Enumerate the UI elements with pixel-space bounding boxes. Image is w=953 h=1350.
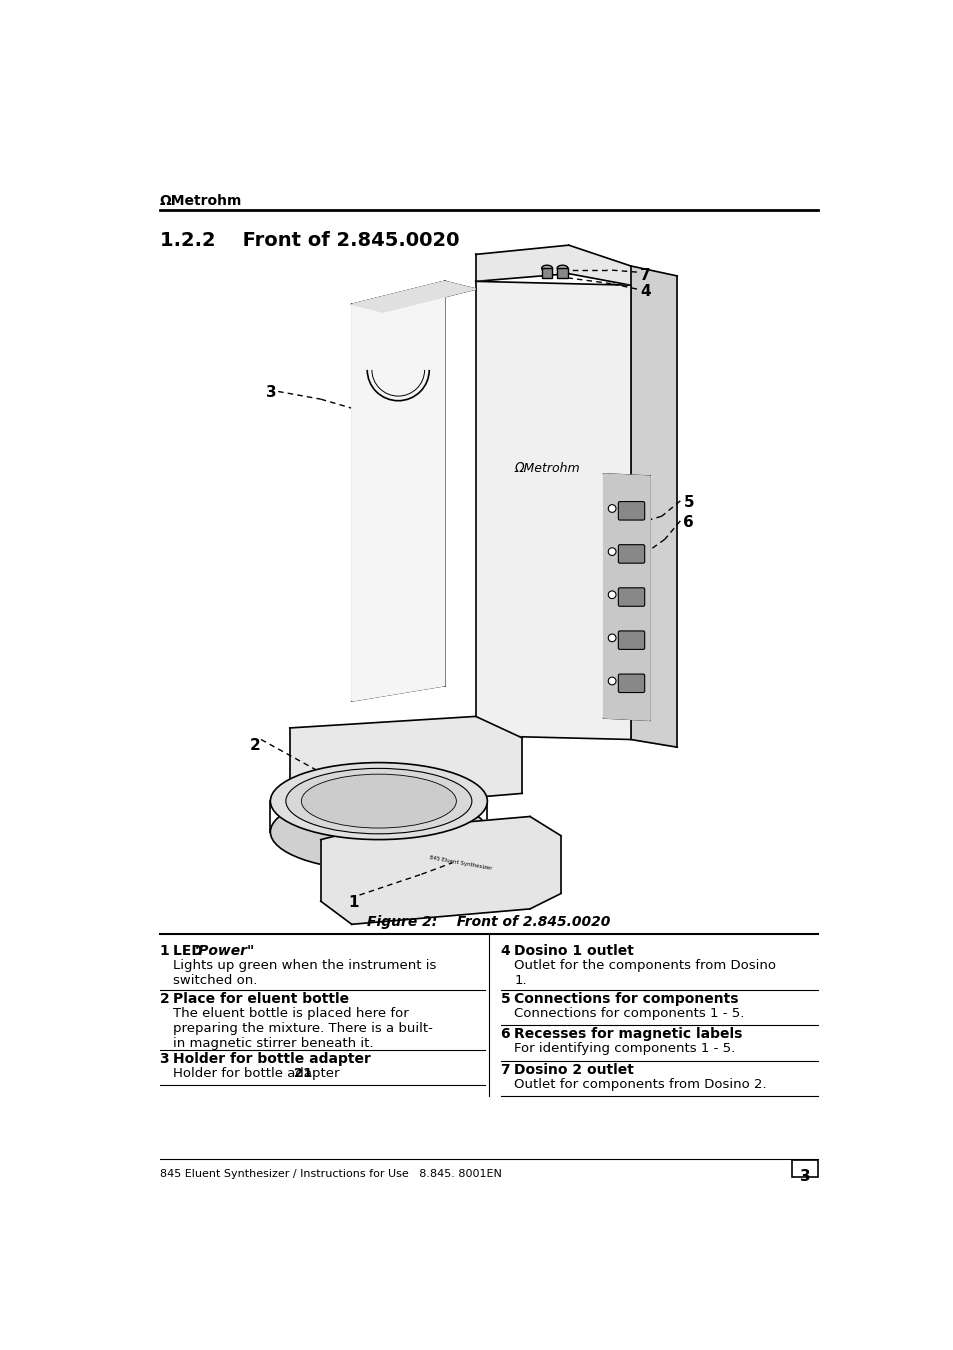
Text: "Power": "Power" bbox=[192, 944, 255, 958]
Text: 4: 4 bbox=[639, 284, 650, 298]
Text: The eluent bottle is placed here for
preparing the mixture. There is a built-
in: The eluent bottle is placed here for pre… bbox=[173, 1007, 433, 1050]
FancyBboxPatch shape bbox=[618, 587, 644, 606]
Ellipse shape bbox=[557, 265, 567, 271]
Text: 7: 7 bbox=[500, 1062, 510, 1077]
Polygon shape bbox=[476, 281, 630, 740]
Text: ΩMetrohm: ΩMetrohm bbox=[514, 462, 579, 475]
Text: LED: LED bbox=[173, 944, 208, 958]
FancyBboxPatch shape bbox=[541, 269, 552, 278]
Ellipse shape bbox=[270, 794, 487, 871]
Ellipse shape bbox=[301, 774, 456, 828]
Text: 1.2.2    Front of 2.845.0020: 1.2.2 Front of 2.845.0020 bbox=[159, 231, 458, 250]
Text: 1: 1 bbox=[159, 944, 169, 958]
Text: Lights up green when the instrument is
switched on.: Lights up green when the instrument is s… bbox=[173, 958, 436, 987]
Text: 2: 2 bbox=[159, 992, 169, 1006]
Polygon shape bbox=[630, 266, 677, 747]
Polygon shape bbox=[290, 717, 521, 809]
FancyBboxPatch shape bbox=[791, 1160, 818, 1177]
Text: 3: 3 bbox=[159, 1052, 169, 1066]
Ellipse shape bbox=[541, 265, 552, 271]
Text: 845 Eluent Synthesizer: 845 Eluent Synthesizer bbox=[429, 855, 492, 871]
Text: Holder for bottle adapter: Holder for bottle adapter bbox=[173, 1066, 344, 1080]
Text: 3: 3 bbox=[799, 1169, 810, 1184]
Polygon shape bbox=[352, 281, 476, 312]
Text: Place for eluent bottle: Place for eluent bottle bbox=[173, 992, 349, 1006]
Ellipse shape bbox=[270, 763, 487, 840]
Text: 845 Eluent Synthesizer / Instructions for Use   8.845. 8001EN: 845 Eluent Synthesizer / Instructions fo… bbox=[159, 1169, 501, 1179]
Text: ΩMetrohm: ΩMetrohm bbox=[159, 194, 242, 208]
Polygon shape bbox=[476, 246, 630, 285]
Text: Dosino 1 outlet: Dosino 1 outlet bbox=[514, 944, 634, 958]
Text: 1: 1 bbox=[348, 895, 358, 910]
Text: Dosino 2 outlet: Dosino 2 outlet bbox=[514, 1062, 634, 1077]
Text: 4: 4 bbox=[500, 944, 510, 958]
Text: 6: 6 bbox=[682, 514, 694, 529]
Text: 2: 2 bbox=[249, 738, 260, 753]
Polygon shape bbox=[603, 474, 649, 721]
Text: 7: 7 bbox=[639, 269, 650, 284]
Polygon shape bbox=[352, 281, 444, 701]
Circle shape bbox=[608, 548, 616, 555]
FancyBboxPatch shape bbox=[618, 544, 644, 563]
Circle shape bbox=[608, 505, 616, 513]
FancyBboxPatch shape bbox=[618, 674, 644, 693]
Text: Outlet for components from Dosino 2.: Outlet for components from Dosino 2. bbox=[514, 1077, 766, 1091]
Text: Outlet for the components from Dosino
1.: Outlet for the components from Dosino 1. bbox=[514, 958, 776, 987]
Ellipse shape bbox=[286, 768, 472, 834]
Circle shape bbox=[608, 591, 616, 598]
FancyBboxPatch shape bbox=[618, 630, 644, 649]
Text: For identifying components 1 - 5.: For identifying components 1 - 5. bbox=[514, 1042, 735, 1056]
FancyBboxPatch shape bbox=[618, 502, 644, 520]
Text: 3: 3 bbox=[266, 385, 276, 401]
Text: Holder for bottle adapter: Holder for bottle adapter bbox=[173, 1052, 371, 1066]
Text: 21: 21 bbox=[294, 1066, 312, 1080]
Text: Figure 2:    Front of 2.845.0020: Figure 2: Front of 2.845.0020 bbox=[367, 915, 610, 929]
Circle shape bbox=[608, 678, 616, 684]
Text: 6: 6 bbox=[500, 1027, 510, 1041]
Text: .: . bbox=[307, 1066, 312, 1080]
Text: 5: 5 bbox=[682, 494, 694, 510]
Circle shape bbox=[608, 634, 616, 641]
Polygon shape bbox=[320, 817, 560, 925]
FancyBboxPatch shape bbox=[557, 269, 567, 278]
Text: Connections for components 1 - 5.: Connections for components 1 - 5. bbox=[514, 1007, 744, 1019]
Text: Connections for components: Connections for components bbox=[514, 992, 739, 1006]
Text: Recesses for magnetic labels: Recesses for magnetic labels bbox=[514, 1027, 742, 1041]
Text: 5: 5 bbox=[500, 992, 510, 1006]
